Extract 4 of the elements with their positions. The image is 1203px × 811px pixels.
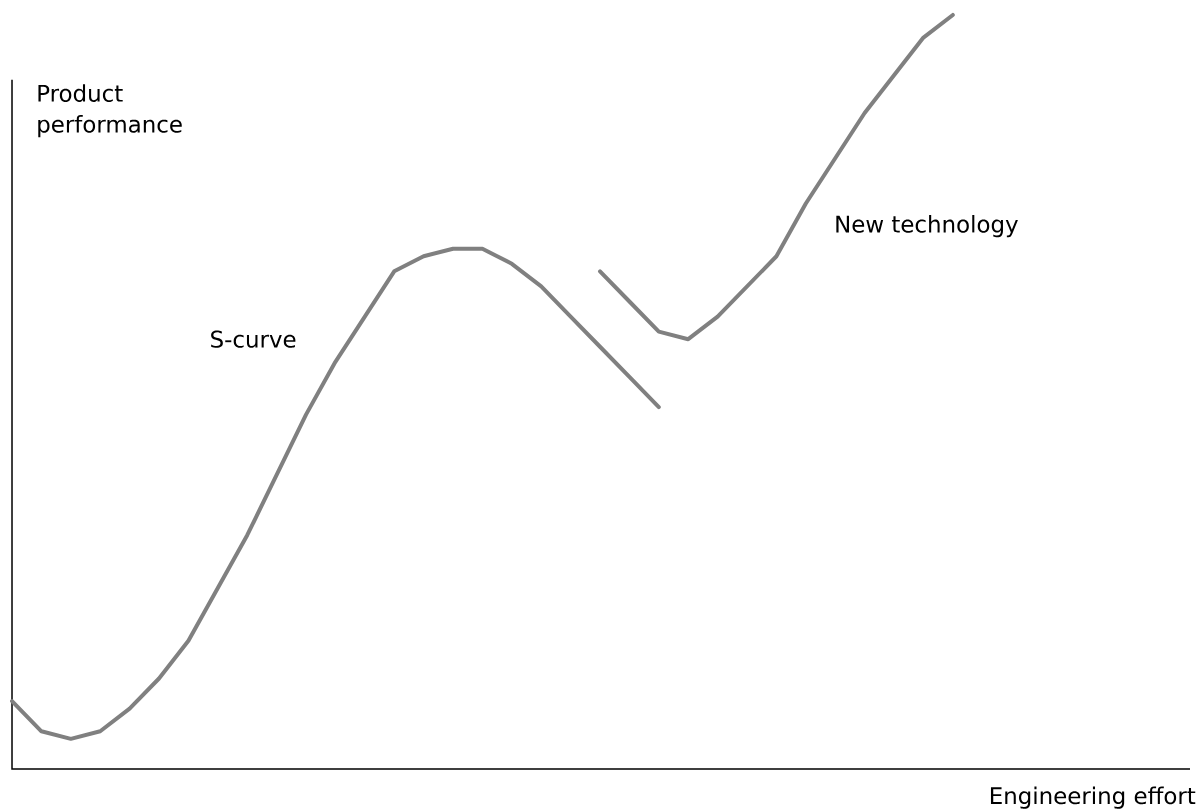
series-label: S-curve [211, 330, 296, 348]
x-axis-title: Engineering effort [990, 786, 1196, 809]
series-label: New technology [836, 215, 1018, 238]
y-axis-title: Product performance [38, 84, 182, 138]
